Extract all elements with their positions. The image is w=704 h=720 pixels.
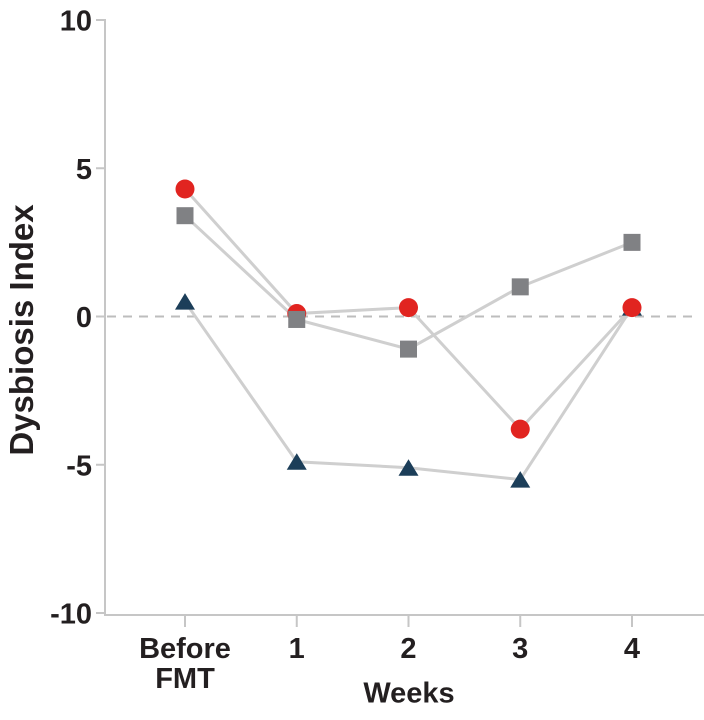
x-tick-label: 1 xyxy=(289,633,305,665)
x-tick-label: 3 xyxy=(512,633,528,665)
red-circle-series-point xyxy=(622,298,642,318)
navy-triangle-series-line xyxy=(183,300,634,482)
x-axis-title: Weeks xyxy=(363,677,455,710)
red-circle-series-point xyxy=(510,419,530,439)
y-tick-label: 10 xyxy=(60,6,92,38)
navy-triangle-series-point xyxy=(510,471,531,488)
y-tick-label: -5 xyxy=(66,450,92,482)
red-circle-series-point xyxy=(175,179,195,199)
y-tick-label: -10 xyxy=(50,599,92,631)
x-tick-label: 4 xyxy=(624,633,640,665)
gray-square-series-line xyxy=(183,214,633,351)
navy-triangle-series-point xyxy=(286,453,307,470)
navy-triangle-series-point xyxy=(175,293,195,310)
y-tick-label: 0 xyxy=(76,302,92,334)
gray-square-series-point xyxy=(511,278,529,296)
gray-square-series-point xyxy=(623,233,641,251)
x-tick-label: Before FMT xyxy=(139,633,231,695)
red-circle-series-point xyxy=(399,298,418,318)
gray-square-series-point xyxy=(400,340,417,358)
navy-triangle-series-point xyxy=(398,459,419,476)
gray-square-series-point xyxy=(176,207,194,225)
x-tick-label: 2 xyxy=(400,633,416,665)
y-tick-label: 5 xyxy=(76,154,92,186)
gray-square-series-point xyxy=(288,310,306,328)
